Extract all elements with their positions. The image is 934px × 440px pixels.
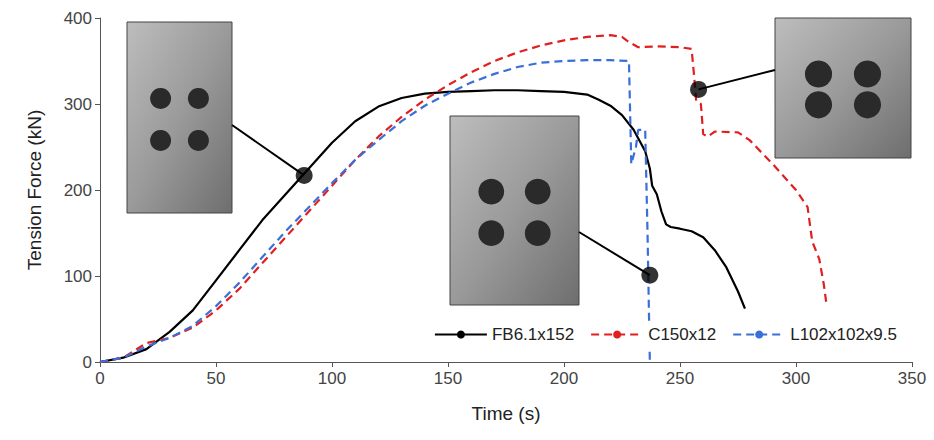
svg-text:200: 200 [64, 181, 92, 200]
svg-text:350: 350 [898, 369, 926, 388]
svg-text:0: 0 [95, 369, 104, 388]
svg-text:150: 150 [434, 369, 462, 388]
svg-text:C150x12: C150x12 [648, 325, 716, 344]
svg-text:50: 50 [207, 369, 226, 388]
svg-text:FB6.1x152: FB6.1x152 [492, 325, 574, 344]
svg-text:100: 100 [64, 267, 92, 286]
svg-text:Time (s): Time (s) [472, 403, 541, 424]
svg-text:300: 300 [64, 95, 92, 114]
svg-text:200: 200 [550, 369, 578, 388]
svg-text:100: 100 [318, 369, 346, 388]
svg-text:Tension Force (kN): Tension Force (kN) [24, 110, 45, 271]
svg-text:L102x102x9.5: L102x102x9.5 [790, 325, 897, 344]
svg-text:250: 250 [666, 369, 694, 388]
svg-text:400: 400 [64, 9, 92, 28]
svg-text:300: 300 [782, 369, 810, 388]
svg-text:0: 0 [83, 353, 92, 372]
